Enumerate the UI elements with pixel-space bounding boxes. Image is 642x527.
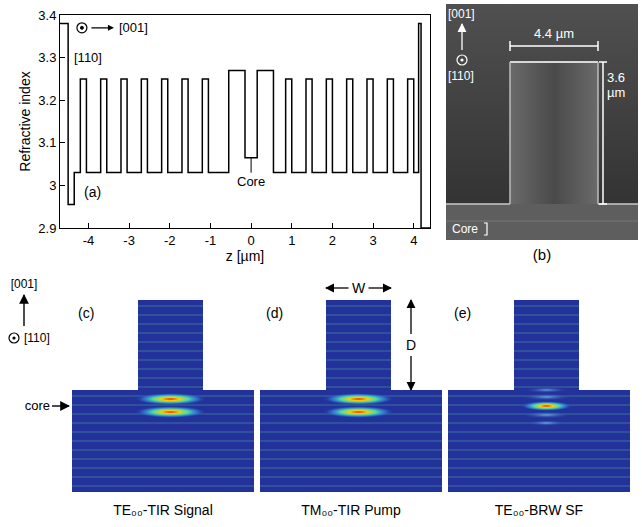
svg-text:3.1: 3.1 <box>38 135 56 150</box>
svg-text:(c): (c) <box>78 305 94 321</box>
svg-text:3.2: 3.2 <box>38 93 56 108</box>
svg-text:[110]: [110] <box>24 331 50 345</box>
svg-text:D: D <box>406 337 416 353</box>
svg-text:[110]: [110] <box>448 69 474 83</box>
svg-text:[001]: [001] <box>119 20 148 35</box>
svg-text:-4: -4 <box>83 233 95 248</box>
svg-text:(e): (e) <box>454 305 471 321</box>
svg-text:TE₀₀-TIR Signal: TE₀₀-TIR Signal <box>113 502 213 518</box>
svg-text:TM₀₀-TIR Pump: TM₀₀-TIR Pump <box>301 502 401 518</box>
svg-text:2: 2 <box>329 233 336 248</box>
svg-text:3.6µm: 3.6µm <box>607 70 625 100</box>
svg-text:(b): (b) <box>533 246 551 263</box>
svg-text:3.4: 3.4 <box>38 8 56 23</box>
svg-text:core: core <box>25 398 50 413</box>
svg-text:(d): (d) <box>266 305 283 321</box>
svg-text:Refractive index: Refractive index <box>17 71 33 171</box>
svg-text:3: 3 <box>369 233 376 248</box>
svg-text:4: 4 <box>410 233 417 248</box>
svg-text:Core: Core <box>452 222 478 236</box>
svg-text:1: 1 <box>288 233 295 248</box>
svg-text:-1: -1 <box>205 233 217 248</box>
svg-text:4.4 µm: 4.4 µm <box>534 26 574 41</box>
svg-text:[110]: [110] <box>74 50 102 65</box>
svg-text:3.3: 3.3 <box>38 50 56 65</box>
svg-text:Core: Core <box>237 174 265 189</box>
svg-text:[001]: [001] <box>448 7 475 21</box>
svg-text:TE₀₀-BRW SF: TE₀₀-BRW SF <box>495 502 583 518</box>
svg-text:(a): (a) <box>84 184 101 200</box>
svg-text:z [µm]: z [µm] <box>226 248 264 264</box>
svg-text:2.9: 2.9 <box>38 221 56 236</box>
svg-text:3: 3 <box>49 178 56 193</box>
svg-text:W: W <box>352 280 366 296</box>
svg-text:-2: -2 <box>164 233 176 248</box>
svg-text:-3: -3 <box>123 233 135 248</box>
svg-text:[001]: [001] <box>11 277 38 291</box>
svg-text:0: 0 <box>247 233 254 248</box>
